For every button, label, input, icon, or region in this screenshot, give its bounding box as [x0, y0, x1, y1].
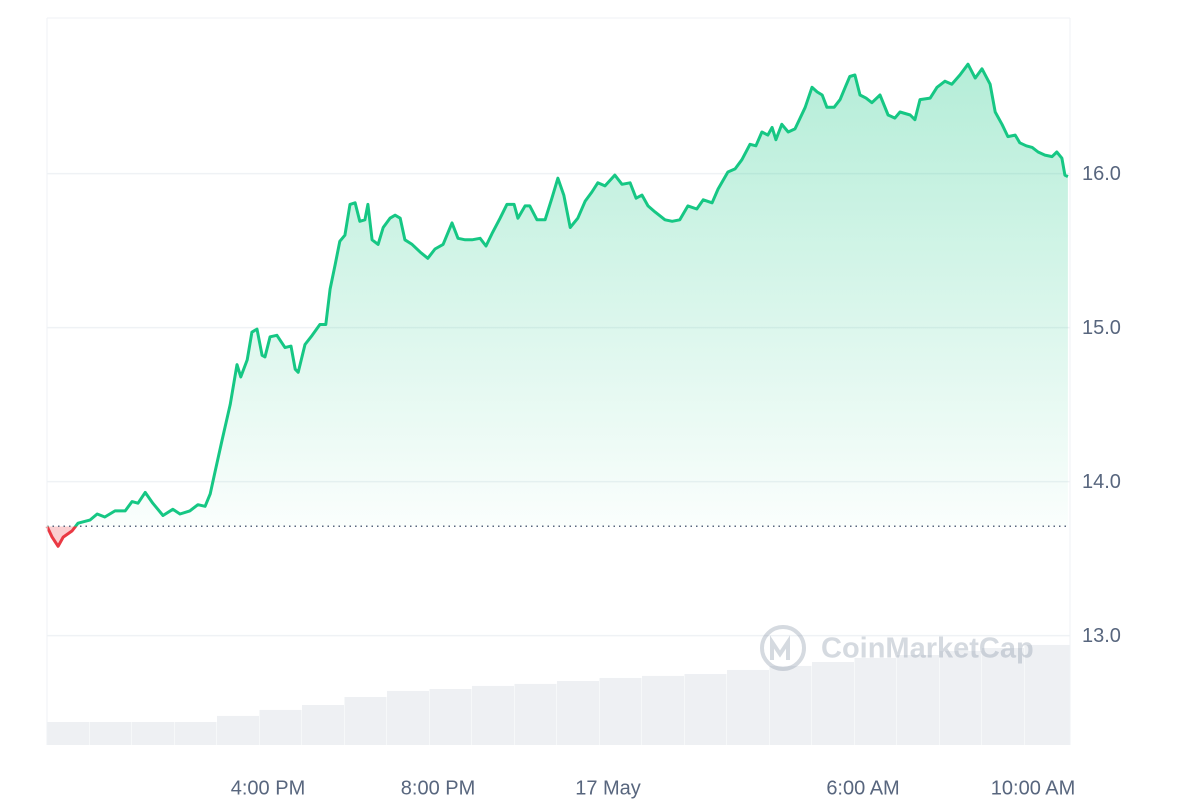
x-tick-label: 17 May [575, 777, 641, 799]
y-tick-label: 15.0 [1082, 317, 1121, 339]
x-tick-label: 4:00 PM [231, 777, 305, 799]
watermark-text: CoinMarketCap [821, 633, 1034, 665]
volume-bar [387, 690, 430, 745]
volume-bar [897, 654, 940, 745]
volume-bar [302, 705, 345, 745]
volume-bar [259, 709, 302, 745]
price-area [47, 64, 1068, 547]
x-tick-label: 6:00 AM [826, 777, 899, 799]
price-line [45, 62, 1069, 548]
y-tick-label: 14.0 [1082, 471, 1121, 493]
volume-bar [854, 657, 897, 745]
x-tick-label: 10:00 AM [991, 777, 1076, 799]
volume-bar [939, 650, 982, 745]
volume-layer [47, 644, 1070, 745]
volume-bar [89, 722, 132, 745]
watermark: CoinMarketCap [760, 625, 1034, 671]
volume-bar [769, 665, 812, 745]
x-tick-label: 8:00 PM [401, 777, 475, 799]
volume-bar [174, 722, 217, 745]
volume-bar [344, 697, 387, 745]
volume-bar [132, 722, 175, 745]
volume-bar [812, 661, 855, 745]
volume-bar [47, 722, 90, 745]
volume-bar [429, 689, 472, 745]
volume-bar [1024, 644, 1070, 745]
plot-layer [45, 62, 1070, 548]
volume-bar [472, 685, 515, 745]
watermark-logo [760, 625, 806, 671]
watermark-logo-mark [770, 635, 790, 660]
volume-bar [642, 675, 685, 745]
volume-bar [217, 715, 260, 745]
volume-bar [557, 681, 600, 745]
volume-bar [982, 648, 1025, 745]
y-tick-label: 16.0 [1082, 163, 1121, 185]
volume-bar [684, 674, 727, 745]
y-tick-label: 13.0 [1082, 625, 1121, 647]
volume-bar [727, 669, 770, 745]
volume-bar [599, 677, 642, 745]
volume-bar [514, 683, 557, 745]
